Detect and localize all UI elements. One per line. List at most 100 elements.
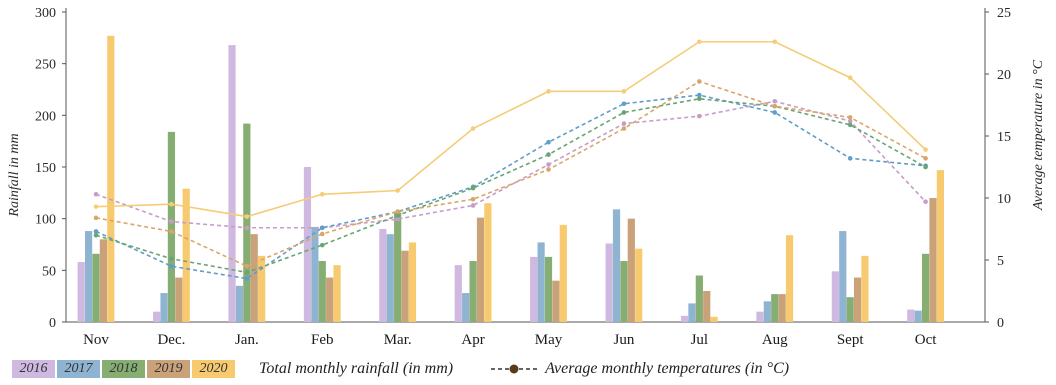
temp-point-2018-8 (697, 96, 702, 102)
temp-point-2017-8 (697, 92, 702, 98)
bar-2016-9 (756, 311, 764, 322)
bar-2016-11 (907, 309, 915, 322)
temp-point-2018-4 (395, 213, 400, 218)
temp-point-2016-7 (621, 121, 627, 126)
bar-2020-4 (408, 242, 417, 322)
temp-point-2017-6 (546, 139, 551, 145)
y-tick-label: 100 (35, 213, 56, 228)
y-tick-label: 0 (49, 316, 56, 331)
bar-2016-5 (454, 265, 462, 322)
temp-point-2016-0 (93, 191, 99, 197)
temp-point-2020-5 (470, 126, 476, 131)
bar-2019-2 (250, 234, 258, 322)
bar-2018-2 (243, 123, 251, 322)
temp-line-2016 (95, 100, 927, 229)
temp-point-2019-0 (93, 215, 99, 221)
bar-2020-10 (861, 255, 869, 322)
y2-tick-label: 15 (997, 130, 1011, 145)
temp-point-2016-5 (470, 203, 476, 208)
y2-tick-label: 25 (997, 6, 1011, 21)
legend-swatch-2017: 2017 (57, 360, 100, 378)
x-tick-label: Jul (691, 332, 709, 348)
bar-2020-6 (559, 224, 567, 322)
bar-2020-5 (484, 203, 492, 322)
bar-2017-2 (235, 285, 244, 322)
bar-2020-1 (182, 188, 190, 322)
x-tick-label: Sept (837, 332, 865, 348)
month-labels: Nov Dec. Jan. Feb Mar. Apr May Jun Jul Aug Sept Oct (83, 332, 937, 348)
y2-tick-label: 0 (997, 316, 1004, 331)
bar-2018-0 (92, 253, 100, 322)
bar-2017-9 (763, 301, 771, 322)
bar-2016-2 (228, 45, 236, 323)
temp-line-2017 (95, 94, 926, 280)
temp-point-2017-7 (621, 101, 627, 107)
temp-point-2017-10 (847, 156, 853, 161)
temp-point-2020-1 (169, 201, 174, 207)
bar-2019-4 (401, 250, 409, 322)
temp-point-2019-11 (923, 156, 928, 161)
temp-point-2020-4 (395, 188, 400, 193)
bar-2018-8 (695, 275, 703, 322)
temperature-lines (93, 39, 928, 281)
bar-2019-5 (476, 217, 485, 322)
temp-point-2016-6 (546, 162, 551, 167)
temp-line-2018 (95, 97, 926, 274)
temp-point-2018-6 (546, 152, 551, 157)
y-tick-label: 200 (35, 109, 56, 124)
bar-2018-9 (771, 294, 779, 322)
bar-2018-3 (318, 261, 326, 322)
x-tick-label: Dec. (157, 332, 185, 348)
temp-point-2020-9 (772, 39, 778, 45)
x-tick-label: Feb (311, 332, 334, 348)
temp-point-2020-0 (93, 204, 99, 209)
temp-point-2020-11 (923, 147, 928, 152)
bar-2019-0 (99, 239, 107, 322)
y2-axis-title: Average temperature in °C (1031, 59, 1046, 211)
bar-2017-11 (914, 310, 922, 322)
temp-point-2020-3 (319, 191, 325, 197)
bar-2017-5 (462, 293, 470, 322)
temp-point-2019-9 (772, 103, 778, 109)
x-tick-label: Nov (83, 332, 109, 348)
bar-2020-11 (936, 170, 944, 322)
temp-point-2018-3 (319, 242, 325, 248)
bar-2018-11 (921, 253, 930, 322)
legend-swatch-2016: 2016 (12, 360, 55, 378)
temp-point-2020-6 (546, 89, 551, 94)
y2-tick-label: 5 (997, 254, 1004, 269)
legend-temperature-label: Average monthly temperatures (in °C) (545, 360, 790, 377)
bar-2017-3 (311, 226, 319, 322)
bar-2019-1 (175, 277, 183, 322)
bar-2017-0 (85, 231, 93, 322)
y-tick-label: 150 (35, 161, 56, 176)
temp-point-2016-4 (395, 216, 400, 222)
x-tick-label: Oct (915, 332, 937, 348)
bar-2020-0 (107, 35, 115, 323)
bar-2017-6 (537, 242, 545, 322)
temp-point-2019-1 (169, 229, 174, 234)
temp-point-2019-7 (621, 126, 627, 131)
bar-2017-1 (160, 293, 168, 322)
x-tick-label: Jan. (235, 332, 259, 348)
temp-point-2018-7 (621, 110, 627, 115)
bar-2020-3 (333, 265, 341, 322)
bar-2016-4 (379, 229, 387, 322)
y-tick-label: 300 (35, 6, 56, 21)
temp-point-2020-7 (621, 89, 627, 94)
y-tick-label: 50 (42, 264, 56, 279)
left-axis-ticks: 0 50 100 150 200 250 300 (35, 6, 66, 331)
temp-point-2019-4 (395, 209, 400, 214)
temp-point-2019-3 (319, 231, 325, 237)
bar-2018-1 (167, 131, 176, 322)
temp-point-2016-9 (772, 98, 778, 104)
temp-point-2016-2 (244, 225, 250, 231)
bar-2018-5 (469, 261, 477, 322)
legend: 2016 2017 2018 2019 2020 Total monthly r… (12, 357, 789, 381)
temp-point-2019-8 (697, 79, 702, 84)
temp-point-2018-2 (244, 270, 250, 275)
temp-point-2019-2 (244, 263, 250, 269)
temp-point-2017-9 (772, 110, 778, 115)
temp-point-2018-10 (847, 122, 853, 128)
bar-2018-10 (846, 297, 854, 322)
